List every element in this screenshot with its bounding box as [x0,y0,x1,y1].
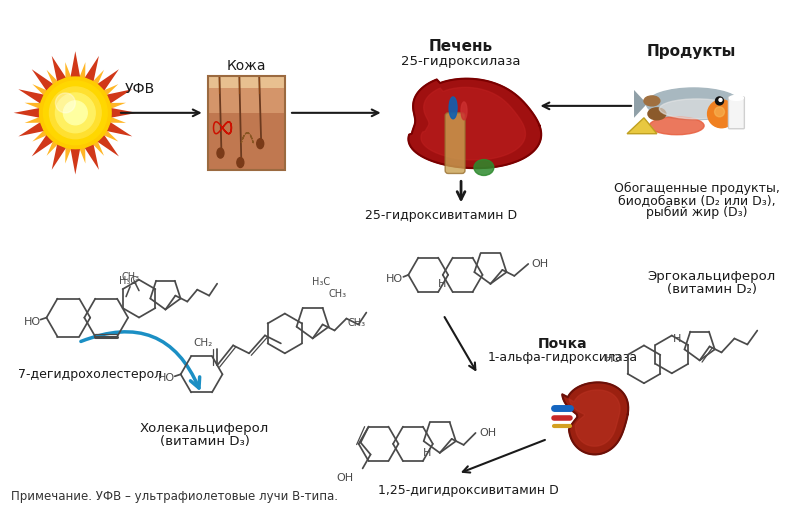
Text: Холекальциферол: Холекальциферол [140,423,269,435]
Circle shape [719,99,722,102]
Polygon shape [102,84,118,97]
Polygon shape [66,145,72,164]
Circle shape [715,97,723,105]
Ellipse shape [659,99,734,119]
Polygon shape [106,122,132,137]
Text: УФВ: УФВ [125,82,155,96]
Polygon shape [569,390,620,446]
Text: (витамин D₂): (витамин D₂) [666,283,757,296]
Polygon shape [562,383,628,455]
Text: Печень: Печень [429,39,493,54]
Polygon shape [108,103,126,110]
Text: HO: HO [24,316,41,327]
Circle shape [63,101,87,125]
Polygon shape [627,118,657,134]
Polygon shape [409,79,542,168]
Polygon shape [52,144,66,170]
Ellipse shape [730,96,743,101]
Circle shape [714,107,725,117]
Text: OH: OH [336,473,354,483]
Polygon shape [70,51,80,77]
Ellipse shape [217,148,224,158]
Text: 7-дегидрохолестерол: 7-дегидрохолестерол [18,368,162,381]
Polygon shape [634,90,647,118]
FancyBboxPatch shape [207,76,285,88]
Ellipse shape [257,139,264,149]
Text: Примечание. УФВ – ультрафиолетовые лучи В-типа.: Примечание. УФВ – ультрафиолетовые лучи … [10,490,338,503]
Text: H: H [673,334,681,344]
Polygon shape [46,70,59,87]
Polygon shape [70,148,80,174]
Text: HO: HO [386,274,403,284]
Polygon shape [78,145,86,164]
Polygon shape [106,89,132,104]
FancyBboxPatch shape [729,97,744,129]
Text: H₃C: H₃C [311,277,330,287]
Text: Почка: Почка [538,337,587,352]
FancyBboxPatch shape [207,88,285,113]
Text: CH₃: CH₃ [122,272,140,282]
Ellipse shape [646,88,741,120]
Polygon shape [32,69,54,91]
Text: H₃C: H₃C [119,276,137,285]
Polygon shape [97,69,119,91]
Circle shape [50,87,101,139]
Polygon shape [421,87,526,160]
Text: рыбий жир (D₃): рыбий жир (D₃) [646,206,747,219]
Polygon shape [32,135,54,156]
Circle shape [39,77,111,149]
Ellipse shape [648,108,666,120]
Polygon shape [97,135,119,156]
Polygon shape [84,56,99,82]
Polygon shape [78,62,86,80]
Ellipse shape [461,102,467,120]
FancyBboxPatch shape [207,113,285,171]
Circle shape [707,100,735,128]
Text: H: H [438,279,446,289]
Circle shape [55,93,95,133]
Ellipse shape [449,97,457,119]
Text: (витамин D₃): (витамин D₃) [160,435,250,449]
Polygon shape [18,89,45,104]
Text: OH: OH [532,259,549,269]
Ellipse shape [474,160,494,175]
Polygon shape [25,103,43,110]
Polygon shape [91,70,104,87]
Text: HO: HO [158,373,175,383]
Polygon shape [84,144,99,170]
Text: Эргокальциферол: Эргокальциферол [647,270,776,283]
Text: HO: HO [605,354,622,364]
Polygon shape [14,108,40,118]
Polygon shape [25,116,43,123]
Polygon shape [32,84,49,97]
Polygon shape [108,116,126,123]
Ellipse shape [644,96,660,106]
Text: Продукты: Продукты [647,44,736,59]
Text: OH: OH [479,428,496,438]
Text: Кожа: Кожа [226,59,266,73]
Text: H: H [422,448,431,458]
Text: CH₂: CH₂ [194,338,213,348]
Text: 25-гидроксилаза: 25-гидроксилаза [402,55,521,68]
Text: 25-гидроксивитамин D: 25-гидроксивитамин D [365,209,518,221]
Polygon shape [110,108,137,118]
Polygon shape [91,139,104,156]
Polygon shape [46,139,59,156]
Text: биодобавки (D₂ или D₃),: биодобавки (D₂ или D₃), [618,194,775,207]
Polygon shape [52,56,66,82]
Text: CH₃: CH₃ [329,289,346,299]
Polygon shape [18,122,45,137]
Text: 1-альфа-гидроксилаза: 1-альфа-гидроксилаза [487,351,638,364]
FancyBboxPatch shape [445,113,465,173]
Circle shape [43,81,107,145]
Polygon shape [32,129,49,142]
Ellipse shape [650,117,704,135]
Text: 1,25-дигидроксивитамин D: 1,25-дигидроксивитамин D [378,484,558,497]
Text: CH₃: CH₃ [347,319,366,329]
Text: Обогащенные продукты,: Обогащенные продукты, [614,182,779,195]
Ellipse shape [237,157,244,168]
Polygon shape [66,62,72,80]
Polygon shape [102,129,118,142]
Circle shape [55,93,75,113]
